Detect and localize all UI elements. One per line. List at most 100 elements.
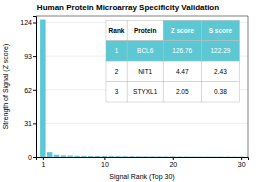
table-cell [201, 41, 239, 61]
bar [191, 156, 196, 157]
table-header: Rank [109, 27, 125, 34]
bar [232, 156, 237, 157]
table-cell [163, 41, 201, 61]
table-cell [127, 82, 163, 102]
table-text: 2.43 [214, 68, 227, 75]
y-label: Strength of Signal (Z score) [2, 44, 10, 130]
bar [211, 156, 216, 157]
table-cell [201, 82, 239, 102]
bar [115, 156, 120, 157]
bar [95, 156, 100, 157]
table-cell [163, 61, 201, 81]
tick-mark [33, 157, 36, 158]
table-cell [201, 20, 239, 40]
table-cell [163, 20, 201, 40]
tick: 31 [24, 120, 36, 127]
table-text: STYXL1 [133, 88, 158, 95]
bar [204, 156, 209, 157]
tick-mark [173, 157, 174, 160]
tick-mark [33, 23, 36, 24]
bar [47, 152, 52, 157]
frame [36, 16, 248, 17]
tick-label: 93 [24, 53, 32, 60]
bar [197, 156, 202, 157]
table-text: 0.38 [214, 88, 227, 95]
tick-label: 0 [28, 154, 32, 161]
table: Rank Protein Z score S score 1 BCL6 126.76 122.… [106, 20, 240, 102]
tick: 93 [24, 53, 36, 60]
bar [61, 155, 66, 157]
grid-line [36, 123, 248, 124]
tick-label: 1 [41, 161, 45, 168]
table-cell [127, 41, 163, 61]
table-cell [127, 20, 163, 40]
bar [143, 156, 148, 157]
tick-mark [241, 157, 242, 160]
bar [129, 156, 134, 157]
table-text: 126.76 [172, 47, 192, 54]
table-text: 2 [115, 68, 119, 75]
table-header: Protein [134, 27, 156, 34]
tick: 10 [101, 157, 109, 168]
bar [108, 156, 113, 157]
table-text: 1 [115, 47, 119, 54]
tick-mark [33, 90, 36, 91]
tick: 0 [28, 154, 36, 161]
bar [54, 155, 59, 157]
bar [156, 156, 161, 157]
bar [170, 156, 175, 157]
tick-mark [104, 157, 105, 160]
table-text: 3 [115, 88, 119, 95]
table-cell [106, 20, 127, 40]
bar [40, 20, 45, 157]
axis-line [37, 158, 249, 161]
bar [122, 156, 127, 157]
bar [81, 156, 86, 157]
bar [67, 156, 72, 157]
tick: 1 [41, 157, 45, 168]
bar [177, 156, 182, 157]
table-text: 122.29 [210, 47, 230, 54]
y-axis: 0 31 62 93 124 [20, 17, 36, 161]
table-cell [106, 41, 127, 61]
bar [88, 156, 93, 157]
x-label: Signal Rank (Top 30) [109, 173, 174, 181]
table-cell [106, 82, 127, 102]
tick: 30 [238, 157, 246, 168]
table-text: 2.05 [176, 88, 189, 95]
tick-label: 31 [24, 120, 32, 127]
table-cell [201, 61, 239, 81]
tick-mark [33, 56, 36, 57]
bar [184, 156, 189, 157]
table-cell [127, 61, 163, 81]
table-text: NIT1 [138, 68, 152, 75]
bar [150, 156, 155, 157]
tick: 20 [169, 157, 177, 168]
table-text: BCL6 [137, 47, 154, 54]
bar [238, 156, 243, 157]
bar [218, 156, 223, 157]
x-axis: 1 10 20 30 [37, 157, 249, 168]
chart: 11020300316293124Human Protein Microarra… [0, 0, 256, 182]
tick: 124 [20, 19, 36, 26]
bar [163, 156, 168, 157]
tick-label: 124 [20, 19, 32, 26]
tick-label: 20 [169, 161, 177, 168]
bar [225, 156, 230, 157]
table-text: 4.47 [176, 68, 189, 75]
axis-line [33, 17, 37, 158]
tick: 62 [24, 86, 36, 93]
bar [102, 156, 107, 157]
table-cell [106, 61, 127, 81]
table-header: Z score [171, 27, 195, 34]
frame [248, 16, 249, 157]
grid [36, 23, 248, 157]
bars [40, 20, 244, 157]
table-cell [163, 82, 201, 102]
bar [74, 156, 79, 157]
table-header: S score [209, 27, 233, 34]
bar [136, 156, 141, 157]
tick-label: 62 [24, 86, 32, 93]
tick-mark [43, 157, 44, 160]
tick-label: 10 [101, 161, 109, 168]
